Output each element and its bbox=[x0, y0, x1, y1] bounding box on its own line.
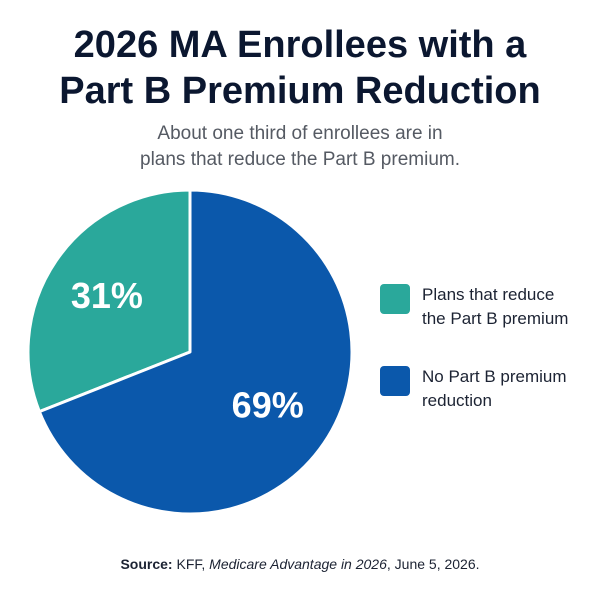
chart-subtitle-line-2: plans that reduce the Part B premium. bbox=[140, 149, 460, 170]
legend-label-reduce-line-2: the Part B premium bbox=[422, 309, 569, 328]
legend-item-reduce: Plans that reduce the Part B premium bbox=[380, 283, 590, 331]
legend-item-no-reduction: No Part B premium reduction bbox=[380, 365, 590, 413]
source-text-post: , June 5, 2026. bbox=[386, 556, 480, 572]
source-text-pre: KFF, bbox=[172, 556, 210, 572]
legend-label-reduce: Plans that reduce the Part B premium bbox=[422, 283, 582, 331]
legend-label-no-reduction-line-1: No Part B premium bbox=[422, 367, 567, 386]
source-publication: Medicare Advantage in 2026 bbox=[209, 556, 387, 572]
legend-swatch-no-reduction bbox=[380, 366, 410, 396]
chart-legend: Plans that reduce the Part B premium No … bbox=[380, 283, 590, 447]
chart-title-line-1: 2026 MA Enrollees with a bbox=[73, 24, 527, 66]
source-note: Source: KFF, Medicare Advantage in 2026,… bbox=[0, 556, 600, 572]
legend-label-no-reduction: No Part B premium reduction bbox=[422, 365, 582, 413]
pie-label-no-reduction: 69% bbox=[232, 384, 304, 425]
chart-subtitle-line-1: About one third of enrollees are in bbox=[157, 123, 443, 144]
legend-label-reduce-line-1: Plans that reduce bbox=[422, 285, 555, 304]
legend-swatch-reduce bbox=[380, 284, 410, 314]
chart-title-line-2: Part B Premium Reduction bbox=[59, 70, 541, 112]
legend-label-no-reduction-line-2: reduction bbox=[422, 391, 492, 410]
pie-slice-reduce bbox=[26, 188, 192, 414]
pie-label-reduce: 31% bbox=[71, 275, 143, 316]
pie-slice-no-reduction bbox=[37, 188, 354, 516]
source-label: Source: bbox=[120, 556, 173, 572]
chart-title: 2026 MA Enrollees with a Part B Premium … bbox=[0, 22, 600, 114]
chart-subtitle: About one third of enrollees are in plan… bbox=[0, 121, 600, 173]
